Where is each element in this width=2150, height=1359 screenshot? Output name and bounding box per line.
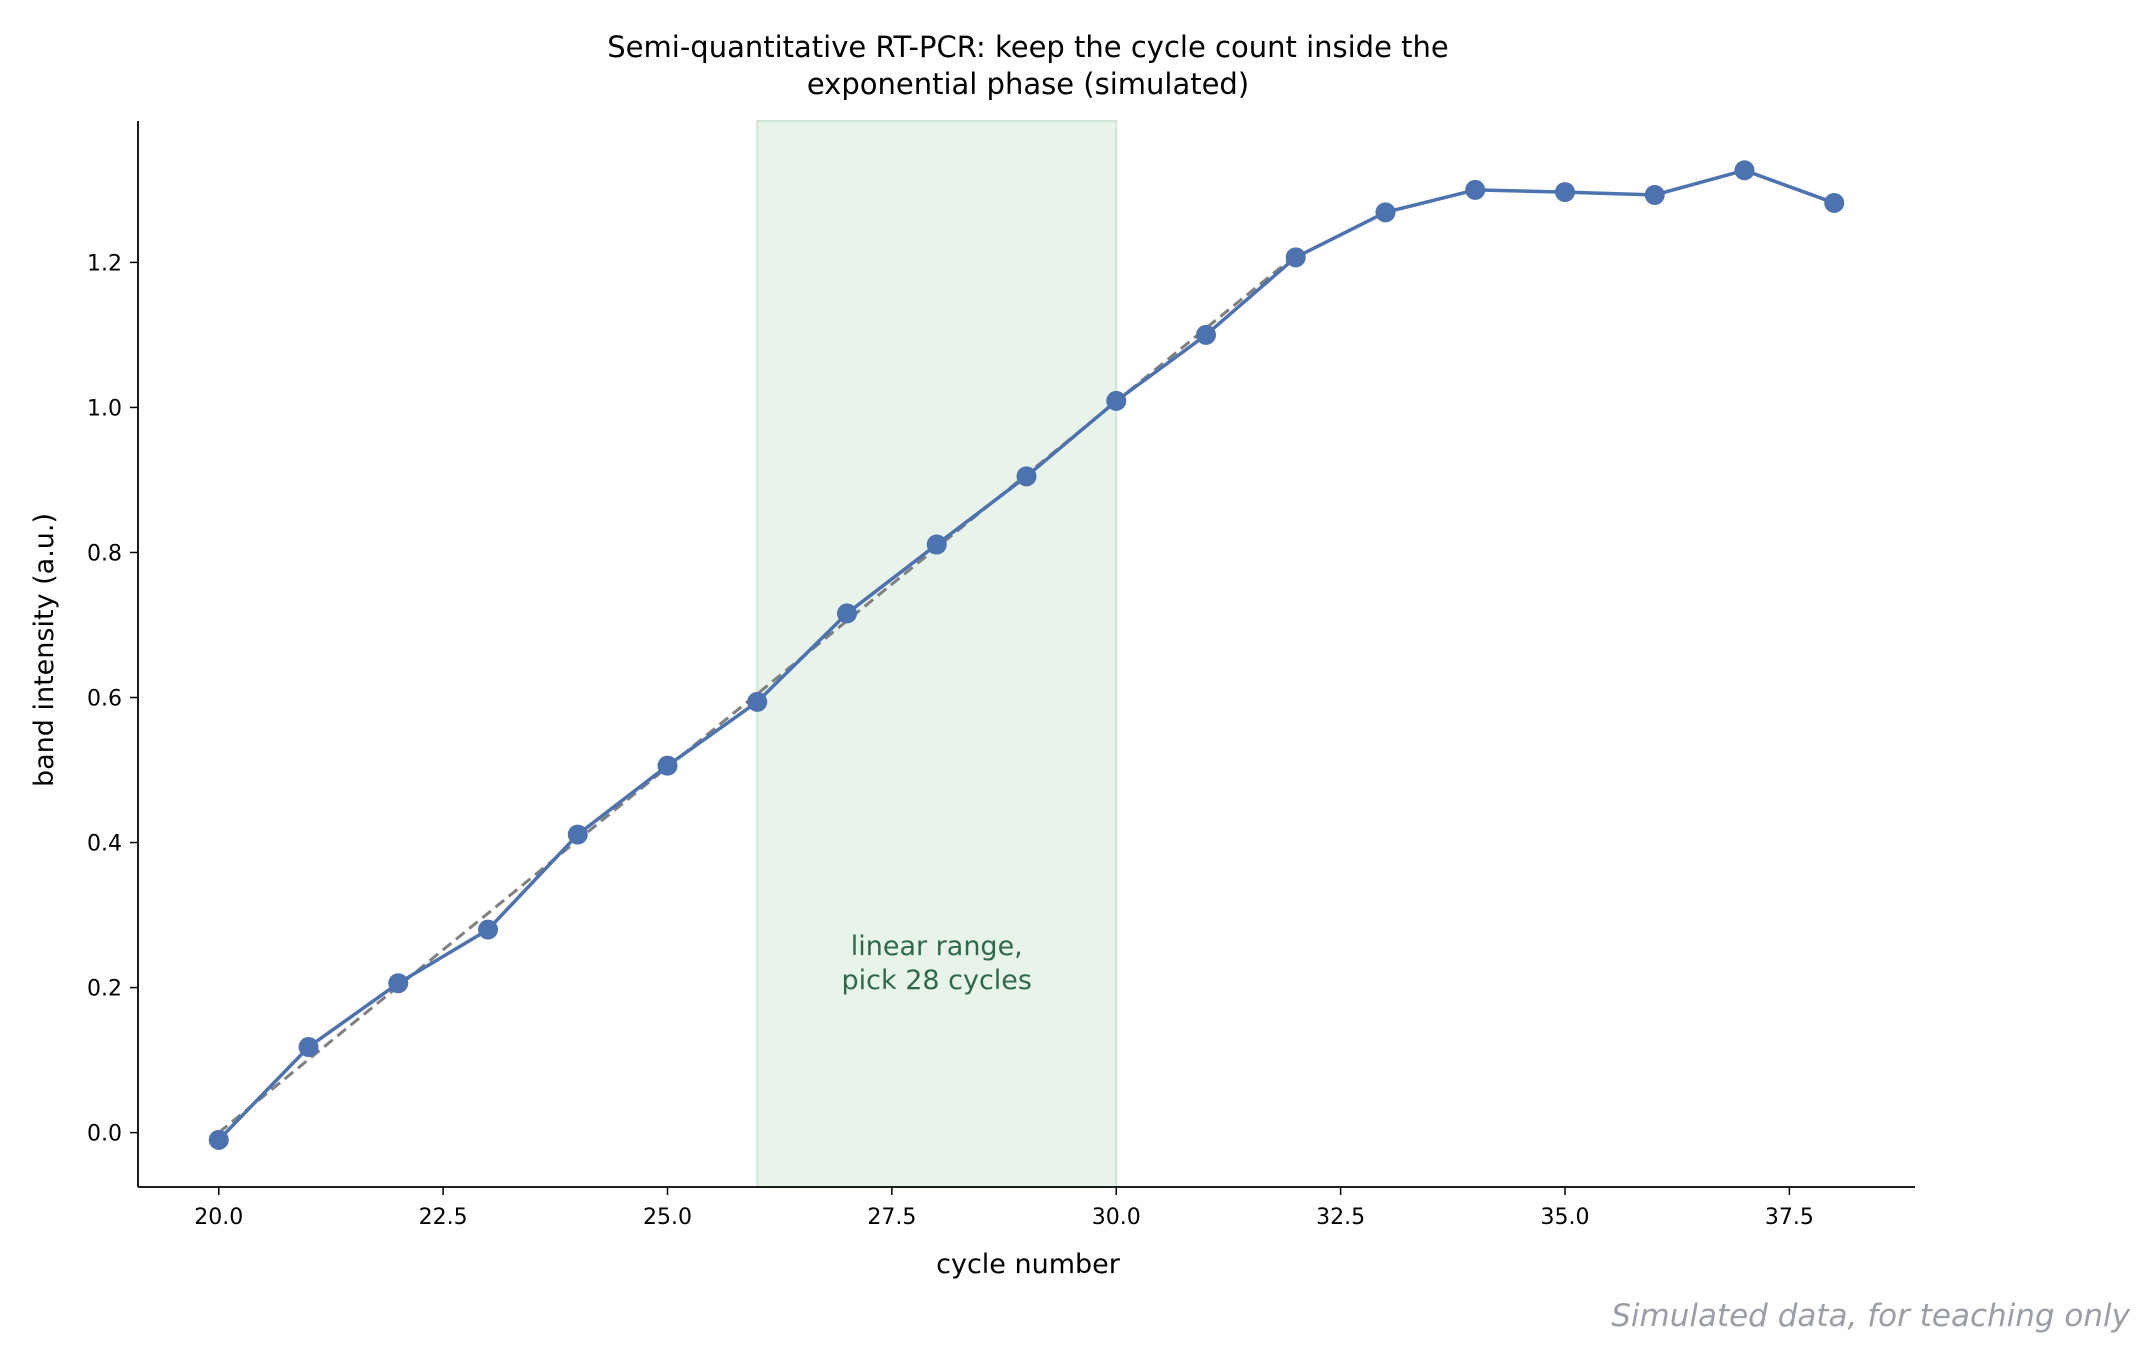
data-point (1644, 184, 1665, 205)
x-tick-label: 27.5 (867, 1205, 916, 1230)
y-tick-label: 0.6 (87, 687, 122, 712)
data-point (1734, 160, 1755, 181)
chart-title-line-2: exponential phase (simulated) (807, 67, 1249, 101)
data-point (1106, 390, 1127, 411)
data-point (1375, 202, 1396, 223)
y-tick-label: 0.4 (87, 832, 122, 857)
data-point (208, 1129, 229, 1150)
data-point (1824, 192, 1845, 213)
data-point (657, 755, 678, 776)
x-tick-label: 32.5 (1316, 1205, 1365, 1230)
y-tick-label: 0.8 (87, 541, 122, 566)
x-tick-label: 22.5 (419, 1205, 468, 1230)
x-axis-label: cycle number (936, 1249, 1121, 1280)
linear-range-region (756, 120, 1118, 1188)
data-point (837, 603, 858, 624)
x-tick-label: 37.5 (1765, 1205, 1814, 1230)
x-tick-label: 25.0 (643, 1205, 692, 1230)
data-point (1285, 247, 1306, 268)
annotation-line-2: pick 28 cycles (842, 965, 1033, 996)
chart-title-line-1: Semi-quantitative RT-PCR: keep the cycle… (607, 30, 1448, 64)
data-point (478, 919, 499, 940)
data-point (1016, 466, 1037, 487)
data-point (1554, 182, 1575, 203)
watermark-text: Simulated data, for teaching only (1611, 1298, 2130, 1334)
y-tick-label: 0.2 (87, 977, 122, 1002)
axes: 20.0 22.5 25.0 27.5 30.0 32.5 35.0 37.5 0.0 0.2 0.… (87, 121, 1915, 1230)
y-tick-label: 1.0 (87, 396, 122, 421)
data-point (926, 534, 947, 555)
y-tick-label: 0.0 (87, 1122, 122, 1147)
plot-area: linear range,pick 28 cycles (208, 120, 1845, 1188)
y-tick-label: 1.2 (87, 251, 122, 276)
data-point (747, 691, 768, 712)
data-point (1465, 179, 1486, 200)
data-point (388, 973, 409, 994)
data-point (1195, 324, 1216, 345)
data-point (298, 1037, 319, 1058)
x-tick-label: 35.0 (1540, 1205, 1589, 1230)
annotation-line-1: linear range, (851, 931, 1023, 962)
y-axis-label: band intensity (a.u.) (29, 513, 60, 787)
x-tick-label: 30.0 (1092, 1205, 1141, 1230)
x-tick-label: 20.0 (194, 1205, 243, 1230)
data-point (567, 824, 588, 845)
